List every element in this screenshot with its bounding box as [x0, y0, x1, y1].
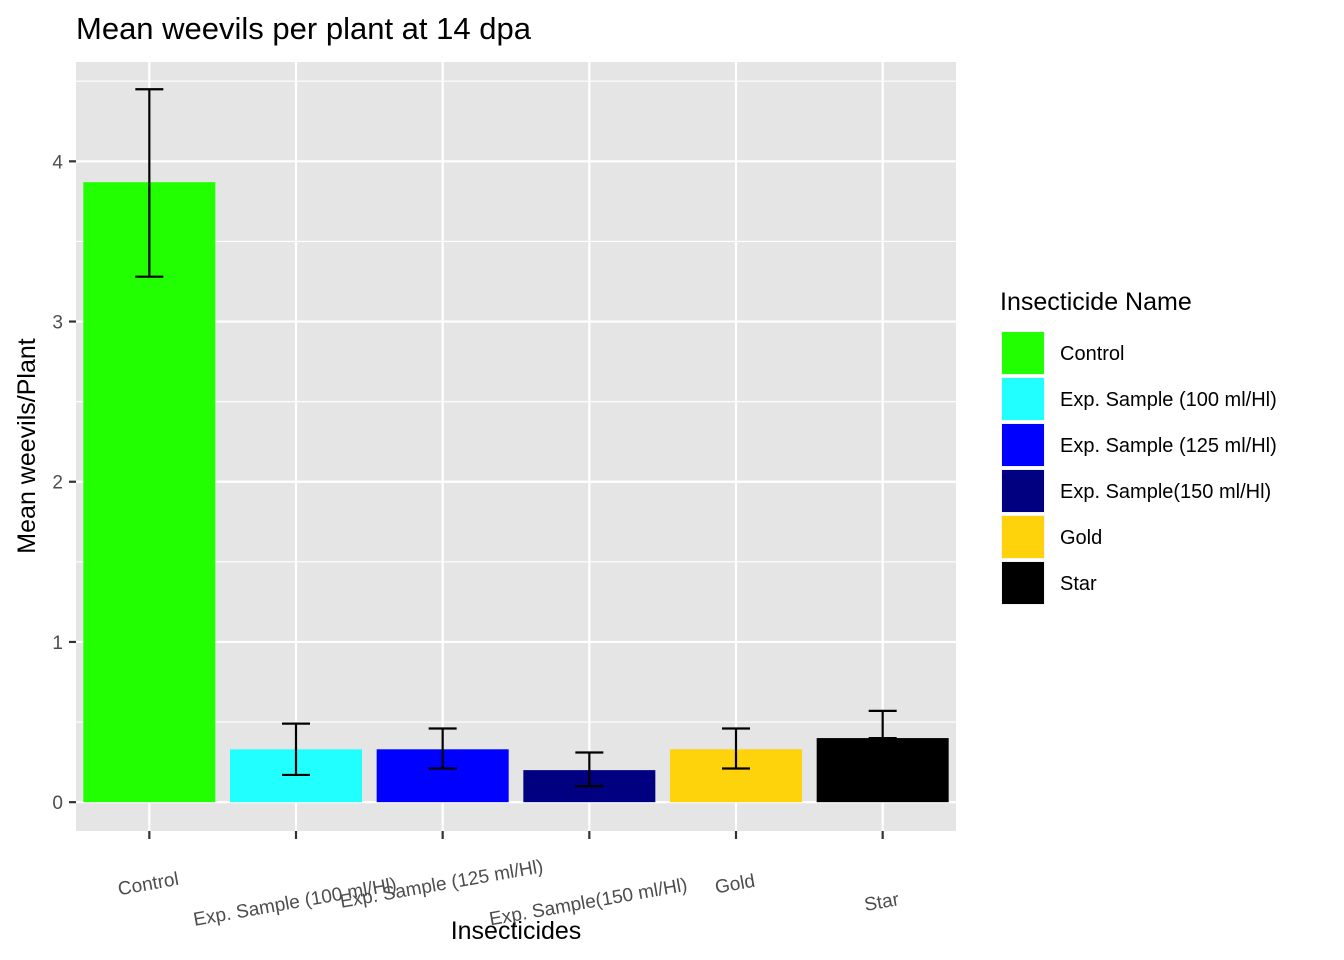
bar-star	[816, 738, 949, 803]
legend-item-exp-sample-100-ml-hl: Exp. Sample (100 ml/Hl)	[1001, 377, 1277, 421]
legend-swatch	[1002, 516, 1044, 558]
error-bar-control	[135, 88, 164, 278]
x-tick-label-star: Star	[863, 889, 902, 916]
x-axis: Control Exp. Sample (100 ml/Hl)Exp. Sampl…	[116, 831, 901, 931]
y-axis-title: Mean weevils/Plant	[13, 338, 41, 553]
y-tick-label: 4	[52, 152, 63, 173]
legend-label: Exp. Sample(150 ml/Hl)	[1060, 481, 1271, 503]
bar-control	[83, 182, 216, 803]
legend-label: Control	[1060, 343, 1124, 365]
error-bar-exp-sample-100-ml-hl	[282, 722, 310, 777]
y-tick-label: 0	[52, 793, 63, 814]
x-tick-label-control: Control	[116, 869, 180, 900]
error-bar-exp-sample-150-ml-hl	[575, 751, 604, 788]
legend-label: Gold	[1060, 527, 1102, 549]
bars	[83, 182, 949, 803]
plot-panel	[76, 62, 956, 831]
legend-item-star: Star	[1001, 561, 1097, 605]
legend-swatch	[1002, 562, 1044, 604]
legend-title: Insecticide Name	[1000, 288, 1192, 316]
y-axis: 0 1 2 3 4	[52, 152, 76, 814]
legend-swatch	[1002, 424, 1044, 466]
legend-swatch	[1002, 378, 1044, 420]
legend-item-exp-sample-125-ml-hl: Exp. Sample (125 ml/Hl)	[1001, 423, 1277, 467]
chart-title: Mean weevils per plant at 14 dpa	[76, 11, 532, 46]
error-bar-gold	[722, 727, 750, 770]
legend-label: Star	[1060, 573, 1097, 595]
error-bar-star	[868, 709, 897, 740]
x-axis-title: Insecticides	[451, 917, 582, 945]
legend: Insecticide Name Control Exp. Sample (100…	[1000, 288, 1277, 605]
legend-item-gold: Gold	[1001, 515, 1102, 559]
legend-swatch	[1002, 470, 1044, 512]
legend-swatch	[1002, 332, 1044, 374]
y-tick-label: 1	[52, 633, 63, 654]
legend-label: Exp. Sample (100 ml/Hl)	[1060, 389, 1277, 411]
error-bars	[135, 88, 897, 788]
y-tick-label: 2	[52, 473, 63, 494]
error-bar-exp-sample-125-ml-hl	[428, 727, 457, 770]
x-tick-label-gold: Gold	[713, 871, 756, 899]
legend-label: Exp. Sample (125 ml/Hl)	[1060, 435, 1277, 457]
legend-item-exp-sample-150-ml-hl: Exp. Sample(150 ml/Hl)	[1001, 469, 1271, 513]
legend-item-control: Control	[1001, 331, 1124, 375]
y-tick-label: 3	[52, 313, 63, 334]
